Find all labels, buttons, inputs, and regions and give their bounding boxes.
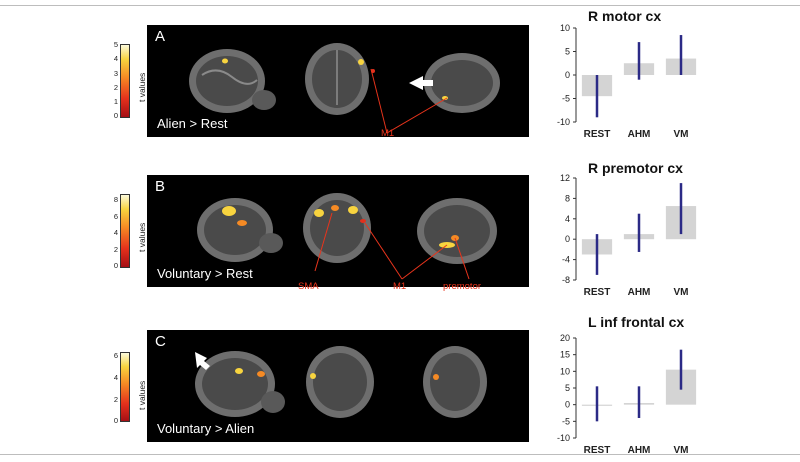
region-label-m1: M1 xyxy=(381,128,395,139)
coronal-slice xyxy=(305,43,375,115)
y-tick-label: 0 xyxy=(565,234,570,244)
colorbar-label: t values xyxy=(137,380,147,410)
contrast-label: Alien > Rest xyxy=(157,116,228,131)
top-rule xyxy=(0,5,800,6)
coronal-slice xyxy=(303,193,371,263)
sagittal-slice xyxy=(195,351,285,417)
y-tick-label: -10 xyxy=(557,433,570,443)
chart-title: R motor cx xyxy=(588,8,662,24)
bar-chart-r-premotor: 12 8 4 0 -4 -8 REST AHM VM xyxy=(560,173,697,298)
y-tick-label: 10 xyxy=(560,366,570,376)
contrast-label: Voluntary > Alien xyxy=(157,421,255,436)
coronal-slice-2 xyxy=(423,346,487,418)
panel-c-brain-images: C Voluntary > Alien xyxy=(147,330,529,442)
bar-chart-l-inf-frontal: 20 15 10 5 0 -5 -10 REST AHM VM xyxy=(557,333,697,456)
colorbar-label: t values xyxy=(137,222,147,252)
y-tick-label: -10 xyxy=(557,117,570,127)
colorbar-tick: 4 xyxy=(113,228,118,237)
y-tick-label: -5 xyxy=(562,94,570,104)
category-label: AHM xyxy=(628,445,651,456)
sagittal-slice xyxy=(189,49,276,113)
y-tick-label: 20 xyxy=(560,333,570,343)
category-label: VM xyxy=(674,445,689,456)
y-tick-label: 12 xyxy=(560,173,570,183)
colorbar-label: t values xyxy=(137,72,147,102)
bar-chart-r-motor: 10 5 0 -5 -10 REST AHM VM xyxy=(557,23,697,140)
colorbar-tick: 2 xyxy=(113,245,118,254)
colorbar-tick: 8 xyxy=(113,195,118,204)
panel-a-brain-images: A Alien > Rest xyxy=(147,25,529,137)
y-tick-label: 5 xyxy=(565,383,570,393)
region-label-m1: M1 xyxy=(393,281,407,292)
panel-letter: B xyxy=(155,178,166,195)
y-tick-label: 8 xyxy=(565,193,570,203)
category-label: AHM xyxy=(628,129,651,140)
panel-b-brain-images: B Voluntary > Rest xyxy=(147,175,529,287)
colorbar-tick: 2 xyxy=(113,395,118,404)
colorbar-tick: 4 xyxy=(113,54,118,63)
y-tick-label: -8 xyxy=(562,275,570,285)
colorbar-tick: 2 xyxy=(113,83,118,92)
colorbar-b xyxy=(120,194,130,268)
y-tick-label: 10 xyxy=(560,23,570,33)
y-tick-label: -5 xyxy=(562,416,570,426)
chart-title: L inf frontal cx xyxy=(588,314,685,330)
y-tick-label: 4 xyxy=(565,214,570,224)
colorbar-c xyxy=(120,352,130,422)
panel-letter: C xyxy=(155,333,166,350)
axial-slice xyxy=(417,198,497,264)
colorbar-tick: 0 xyxy=(113,261,118,270)
axial-slice xyxy=(409,53,500,113)
colorbar-tick: 0 xyxy=(113,111,118,120)
contrast-label: Voluntary > Rest xyxy=(157,266,253,281)
y-tick-label: 0 xyxy=(565,400,570,410)
y-tick-label: 5 xyxy=(565,47,570,57)
chart-title: R premotor cx xyxy=(588,160,683,176)
sagittal-slice xyxy=(197,198,283,262)
category-label: REST xyxy=(584,129,611,140)
category-label: REST xyxy=(584,287,611,298)
colorbar-tick: 5 xyxy=(113,40,118,49)
bottom-rule xyxy=(0,454,800,455)
region-label-premotor: premotor xyxy=(443,281,482,292)
colorbar-a xyxy=(120,44,130,118)
region-label-sma: SMA xyxy=(298,281,319,292)
y-tick-label: 15 xyxy=(560,350,570,360)
y-tick-label: 0 xyxy=(565,70,570,80)
colorbar-tick: 6 xyxy=(113,212,118,221)
colorbar-tick: 3 xyxy=(113,69,118,78)
panel-letter: A xyxy=(155,28,166,45)
category-label: REST xyxy=(584,445,611,456)
coronal-slice xyxy=(306,346,374,418)
category-label: VM xyxy=(674,129,689,140)
colorbar-tick: 0 xyxy=(113,416,118,425)
category-label: AHM xyxy=(628,287,651,298)
y-tick-label: -4 xyxy=(562,255,570,265)
colorbar-tick: 4 xyxy=(113,373,118,382)
colorbar-tick: 6 xyxy=(113,351,118,360)
colorbar-tick: 1 xyxy=(113,97,118,106)
category-label: VM xyxy=(674,287,689,298)
